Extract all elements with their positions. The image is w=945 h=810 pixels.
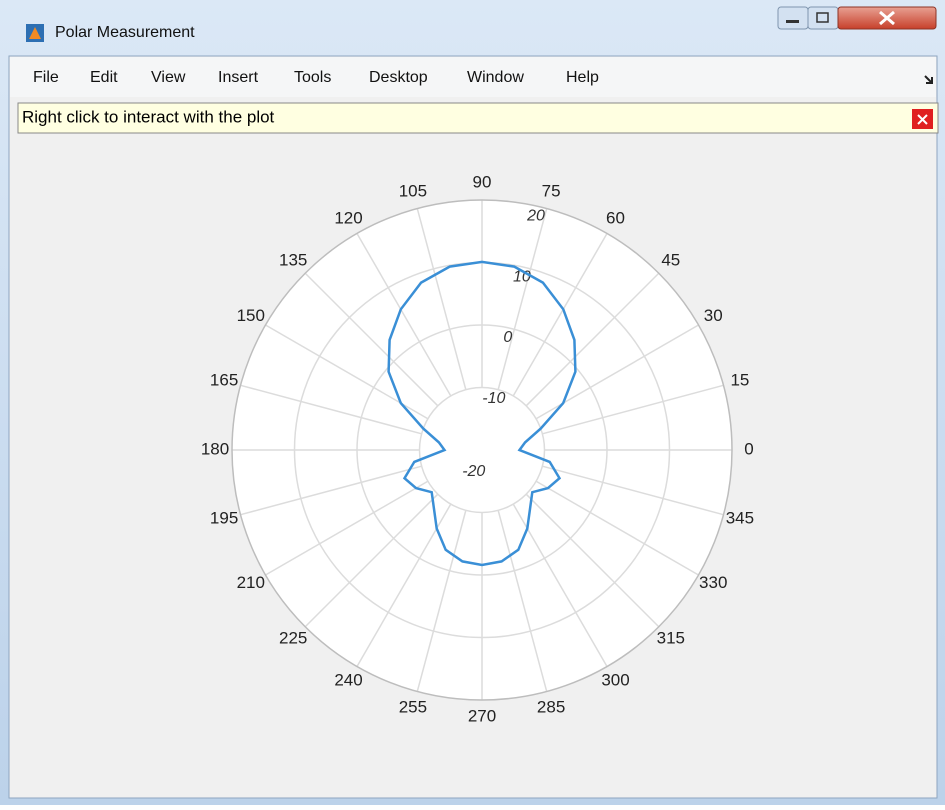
angle-tick-label: 105 <box>399 182 427 201</box>
angle-tick-label: 0 <box>744 439 753 458</box>
menu-item[interactable]: File <box>33 69 59 86</box>
angle-tick-label: 210 <box>237 573 265 592</box>
info-text: Right click to interact with the plot <box>22 107 275 126</box>
menu-bar <box>10 57 936 97</box>
radial-tick-label: 20 <box>526 207 545 224</box>
dock-arrow[interactable] <box>924 75 933 84</box>
angle-grid-line <box>512 503 608 667</box>
angle-grid-line <box>304 493 439 628</box>
angle-tick-label: 15 <box>730 370 749 389</box>
radial-grid-circle <box>418 386 546 514</box>
angle-tick-label: 90 <box>473 172 492 191</box>
radial-tick-label: 0 <box>503 329 512 346</box>
maximize-button[interactable] <box>807 6 839 30</box>
angle-tick-label: 45 <box>661 251 680 270</box>
angle-tick-label: 165 <box>210 370 238 389</box>
angle-tick-label: 180 <box>201 439 229 458</box>
maximize-icon <box>816 12 829 23</box>
angle-grid-line <box>525 493 660 628</box>
pattern-line <box>387 260 577 567</box>
radial-tick-label: -10 <box>482 390 505 407</box>
angle-tick-label: 135 <box>279 251 307 270</box>
angle-grid-line <box>512 233 608 397</box>
angle-tick-label: 300 <box>601 671 629 690</box>
minimize-button[interactable] <box>777 6 809 30</box>
close-icon <box>879 10 895 26</box>
angle-tick-label: 270 <box>468 706 496 725</box>
angle-grid-line <box>542 465 724 516</box>
app-icon-shape <box>29 27 41 39</box>
radial-grid-circle <box>231 199 733 701</box>
angle-grid-line <box>416 208 467 390</box>
angle-tick-label: 150 <box>237 306 265 325</box>
angle-grid-line <box>265 480 429 576</box>
angle-grid-line <box>356 233 452 397</box>
angle-grid-line <box>525 272 660 407</box>
angle-grid-line <box>356 503 452 667</box>
angle-tick-label: 330 <box>699 573 727 592</box>
minimize-icon <box>786 20 799 23</box>
menu-item[interactable]: Insert <box>218 69 259 86</box>
window-title: Polar Measurement <box>55 24 195 41</box>
info-bar <box>17 102 939 134</box>
radial-tick-label: -20 <box>462 463 485 480</box>
menu-item[interactable]: Edit <box>90 69 118 86</box>
angle-tick-label: 120 <box>334 208 362 227</box>
menu-item[interactable]: Tools <box>294 69 331 86</box>
angle-tick-label: 75 <box>542 182 561 201</box>
angle-grid-line <box>497 510 548 692</box>
angle-tick-label: 255 <box>399 697 427 716</box>
angle-tick-label: 285 <box>537 697 565 716</box>
angle-grid-line <box>535 480 699 576</box>
angle-tick-label: 315 <box>657 628 685 647</box>
angle-tick-label: 30 <box>704 306 723 325</box>
angle-tick-label: 225 <box>279 628 307 647</box>
angle-grid-line <box>304 272 439 407</box>
angle-grid-line <box>240 465 422 516</box>
angle-tick-label: 60 <box>606 208 625 227</box>
angle-tick-label: 345 <box>726 509 754 528</box>
angle-grid-line <box>542 384 724 435</box>
menu-item[interactable]: View <box>151 69 186 86</box>
angle-grid-line <box>240 384 422 435</box>
menu-item[interactable]: Window <box>467 69 524 86</box>
menu-item[interactable]: Desktop <box>369 69 428 86</box>
angle-tick-label: 195 <box>210 509 238 528</box>
radial-grid-circle <box>356 324 608 576</box>
angle-tick-label: 240 <box>334 671 362 690</box>
angle-grid-line <box>497 208 548 390</box>
angle-grid-line <box>416 510 467 692</box>
info-close-icon <box>917 114 928 125</box>
menu-item[interactable]: Help <box>566 69 599 86</box>
